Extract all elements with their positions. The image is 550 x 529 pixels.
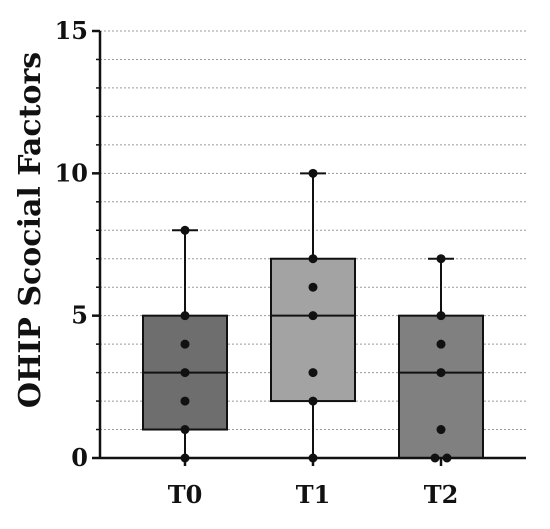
data-point bbox=[308, 254, 318, 264]
y-tick-label: 10 bbox=[55, 158, 88, 187]
data-point bbox=[436, 339, 446, 349]
data-point bbox=[180, 425, 190, 435]
data-point bbox=[180, 396, 190, 406]
data-point bbox=[180, 311, 190, 321]
boxes bbox=[142, 168, 484, 463]
data-point bbox=[308, 311, 318, 321]
y-tick-label: 0 bbox=[71, 443, 88, 472]
data-point bbox=[436, 254, 446, 264]
iqr-box bbox=[270, 257, 356, 403]
data-point bbox=[180, 368, 190, 378]
box-t1 bbox=[270, 168, 356, 463]
iqr-box bbox=[398, 314, 484, 459]
data-point bbox=[180, 225, 190, 235]
y-tick-label: 15 bbox=[55, 16, 88, 45]
box-t2 bbox=[398, 254, 484, 463]
data-point bbox=[308, 168, 318, 178]
data-point bbox=[308, 368, 318, 378]
y-axis-title: OHIP Scocial Factors bbox=[13, 52, 48, 408]
data-point bbox=[436, 311, 446, 321]
data-point bbox=[436, 425, 446, 435]
x-tick-label: T1 bbox=[296, 480, 331, 509]
box-t0 bbox=[142, 225, 228, 463]
axes: 0 5 10 15 T0 T1 T2 bbox=[55, 16, 526, 509]
x-tick-label: T0 bbox=[168, 480, 203, 509]
data-point bbox=[308, 396, 318, 406]
data-point bbox=[180, 339, 190, 349]
data-point bbox=[308, 282, 318, 292]
data-point bbox=[436, 368, 446, 378]
x-tick-label: T2 bbox=[424, 480, 459, 509]
y-tick-label: 5 bbox=[71, 301, 88, 330]
